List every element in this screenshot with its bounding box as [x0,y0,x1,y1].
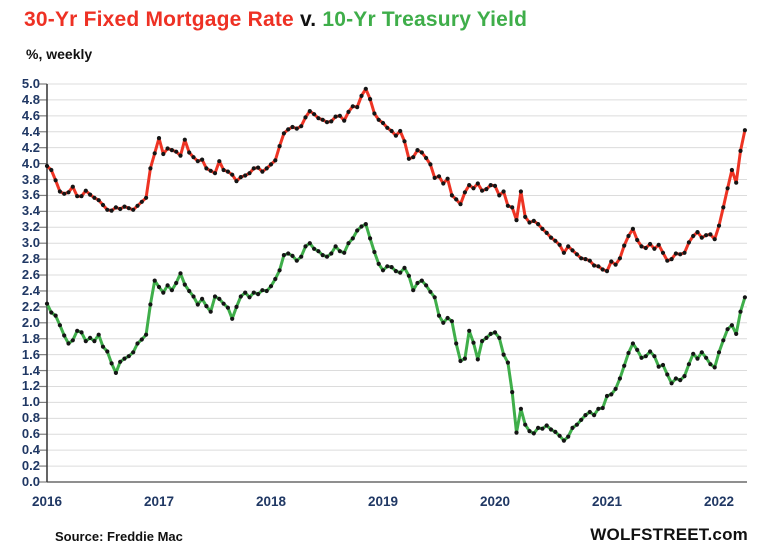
y-tick-label: 2.4 [21,282,40,298]
y-tick-label: 3.4 [21,203,40,219]
y-tick-label: 2.6 [21,267,40,283]
y-tick-label: 1.0 [21,394,40,410]
y-tick-label: 1.2 [21,378,40,394]
title-treasury-series-label: 10-Yr Treasury Yield [322,8,528,31]
y-tick-label: 0.6 [21,426,40,442]
x-tick-label: 2019 [367,494,399,509]
x-tick-label: 2017 [143,494,175,509]
y-tick-label: 2.0 [21,314,40,330]
y-tick-label: 4.6 [21,107,40,123]
y-tick-label: 0.0 [21,474,40,489]
x-tick-label: 2016 [31,494,63,509]
x-tick-label: 2022 [703,494,735,509]
chart-title: 30-Yr Fixed Mortgage Rate v. 10-Yr Treas… [24,8,527,32]
brand-wolfstreet-label: WOLFSTREET.com [590,525,748,544]
y-tick-label: 1.8 [21,330,40,346]
y-tick-label: 1.6 [21,346,40,362]
y-tick-label: 5.0 [21,76,40,91]
y-tick-label: 0.8 [21,410,40,426]
y-tick-label: 4.8 [21,91,40,107]
x-tick-label: 2020 [479,494,511,509]
title-mortgage-series-label: 30-Yr Fixed Mortgage Rate [24,8,294,31]
y-tick-label: 0.4 [21,442,40,458]
chart-subtitle: %, weekly [26,46,93,62]
y-tick-label: 3.8 [21,171,40,187]
x-tick-label: 2018 [255,494,287,509]
y-tick-label: 4.4 [21,123,40,139]
y-tick-label: 1.4 [21,362,40,378]
y-tick-label: 4.2 [21,139,40,155]
y-tick-label: 4.0 [21,155,40,171]
x-tick-label: 2021 [591,494,623,509]
y-tick-label: 0.2 [21,458,40,474]
title-separator: v. [293,8,323,31]
y-tick-label: 2.2 [21,298,40,314]
y-tick-label: 3.2 [21,219,40,235]
y-tick-label: 3.0 [21,235,40,251]
source-label: Source: Freddie Mac [55,529,183,544]
y-tick-label: 3.6 [21,187,40,203]
y-tick-label: 2.8 [21,251,40,267]
